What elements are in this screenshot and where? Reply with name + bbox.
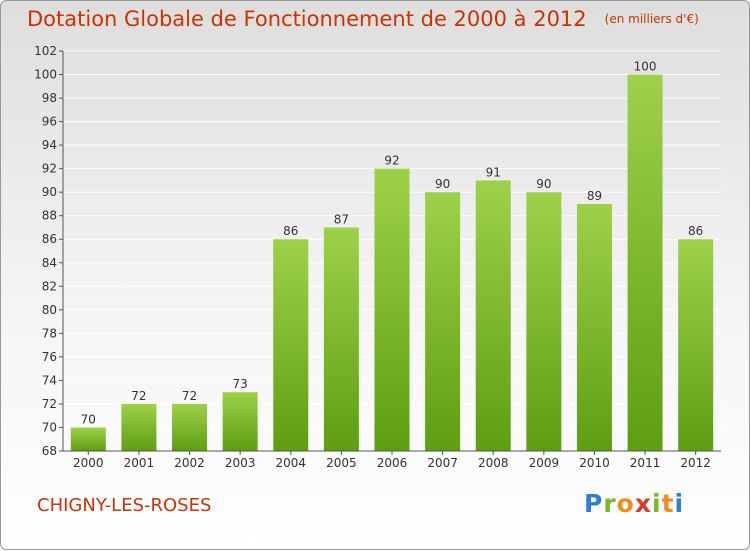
x-tick-label: 2000	[73, 456, 104, 470]
y-tick-label: 68	[42, 444, 57, 458]
data-label: 91	[486, 165, 501, 179]
x-tick-label: 2008	[478, 456, 509, 470]
x-tick-label: 2005	[326, 456, 357, 470]
bar	[627, 74, 663, 451]
axis-layer: 68 70 72 74 76 78 80 82 84 86 88 90 92 94 96 98 100 102 20…	[34, 44, 721, 470]
x-tick-label: 2007	[427, 456, 458, 470]
data-label: 72	[131, 389, 146, 403]
y-tick-label: 82	[42, 279, 57, 293]
x-tick-label: 2001	[124, 456, 155, 470]
y-tick-label: 74	[42, 373, 57, 387]
bar	[323, 227, 359, 451]
data-label: 89	[587, 189, 602, 203]
y-tick-label: 86	[42, 232, 57, 246]
x-tick-label: 2012	[680, 456, 711, 470]
chart-title: Dotation Globale de Fonctionnement de 20…	[27, 7, 699, 31]
y-tick-label: 92	[42, 162, 57, 176]
x-tick-label: 2011	[630, 456, 661, 470]
data-label: 72	[182, 389, 197, 403]
data-label: 92	[384, 154, 399, 168]
data-label: 86	[283, 224, 298, 238]
y-tick-label: 98	[42, 91, 57, 105]
y-tick-label: 94	[42, 138, 57, 152]
y-tick-label: 70	[42, 420, 57, 434]
data-label: 73	[233, 377, 248, 391]
chart-unit: (en milliers d'€)	[604, 12, 699, 26]
y-tick-label: 88	[42, 209, 57, 223]
bar	[475, 180, 511, 452]
x-tick-label: 2009	[529, 456, 560, 470]
proxiti-logo: Proxiti	[584, 489, 685, 518]
bar	[374, 168, 410, 451]
bar	[121, 403, 157, 451]
y-tick-label: 72	[42, 397, 57, 411]
x-tick-label: 2004	[275, 456, 306, 470]
y-tick-label: 90	[42, 185, 57, 199]
bar	[425, 192, 461, 452]
chart-title-text: Dotation Globale de Fonctionnement de 20…	[27, 7, 587, 31]
y-tick-label: 80	[42, 303, 57, 317]
commune-name: CHIGNY-LES-ROSES	[37, 495, 212, 516]
y-tick-label: 78	[42, 326, 57, 340]
data-label: 90	[536, 177, 551, 191]
data-label: 90	[435, 177, 450, 191]
y-tick-label: 84	[42, 256, 57, 270]
bar	[222, 392, 258, 451]
data-label: 100	[634, 60, 657, 74]
y-tick-label: 102	[34, 44, 57, 58]
data-label: 70	[81, 412, 96, 426]
data-label: 87	[334, 212, 349, 226]
bar	[576, 203, 612, 451]
x-tick-label: 2006	[377, 456, 408, 470]
x-tick-label: 2010	[579, 456, 610, 470]
bar	[273, 239, 309, 451]
x-tick-label: 2002	[174, 456, 205, 470]
data-label: 86	[688, 224, 703, 238]
y-tick-label: 96	[42, 115, 57, 129]
bar	[172, 403, 208, 451]
x-tick-label: 2003	[225, 456, 256, 470]
y-tick-label: 76	[42, 350, 57, 364]
bar-layer: 70 72 72 73 86 87 92 90 91 90 89 100 86	[70, 60, 714, 452]
bar	[526, 192, 562, 452]
bar	[678, 239, 714, 451]
bar	[70, 427, 106, 451]
y-tick-label: 100	[34, 68, 57, 82]
